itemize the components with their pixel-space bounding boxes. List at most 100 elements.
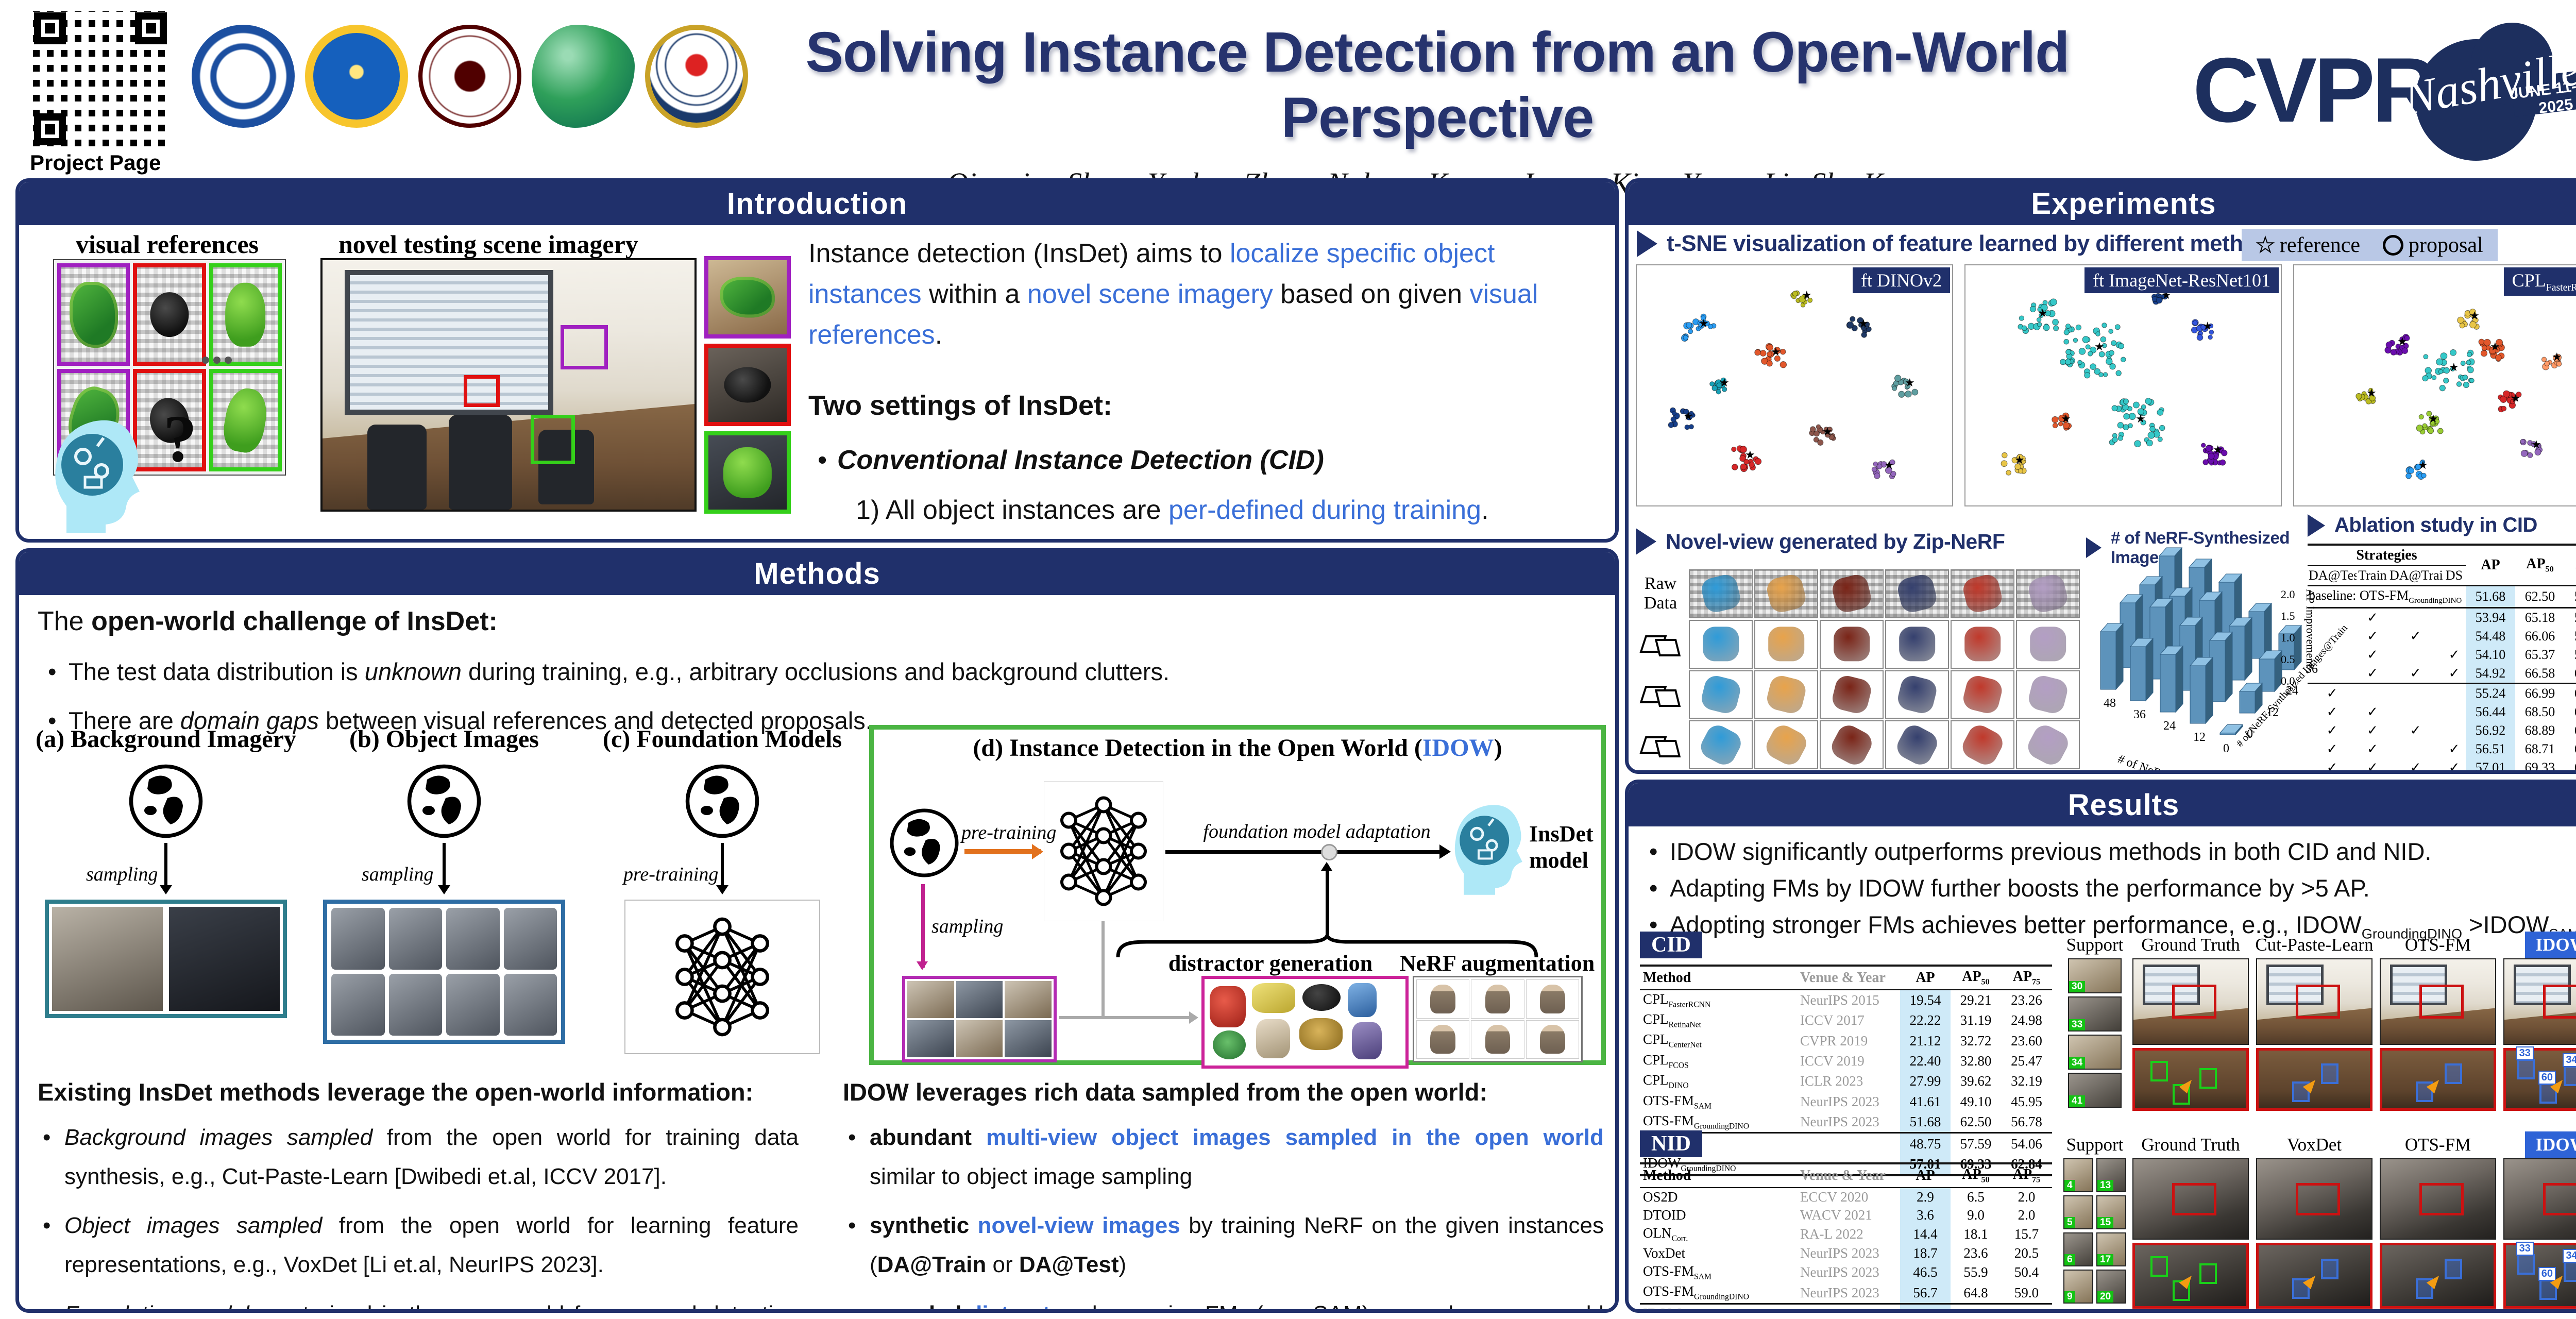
caption-triangle-icon: [1636, 528, 1656, 555]
results-bullet-2: Adapting FMs by IDOW further boosts the …: [1643, 872, 2576, 905]
nerf-rendered-image: [1754, 619, 1818, 669]
svg-text:0.5: 0.5: [2281, 653, 2295, 666]
nerf-rendered-image: [1820, 720, 1884, 769]
pretraining-label-c: pre-training: [623, 864, 719, 885]
gt-box: [2199, 1068, 2217, 1089]
gt-box: [2173, 1280, 2191, 1301]
nerf-rendered-image: [1885, 720, 1949, 769]
tsne-plot-dinov2: ★ ★ ★ ★ ★ ★ ★ ★ ★ ★ ft DINOv2: [1636, 264, 1953, 506]
method-row: CPLFasterRCNN NeurIPS 2015 19.54 29.21 23.26: [1640, 989, 2052, 1010]
poster-title: Solving Instance Detection from an Open-…: [805, 21, 2070, 149]
introduction-text: Instance detection (InsDet) aims to loca…: [808, 233, 1606, 539]
visual-references-label: visual references: [76, 230, 259, 259]
score-chip: 33: [2516, 1046, 2534, 1060]
svg-text:2.0: 2.0: [2281, 588, 2295, 601]
strip-column-support: Support 4 13 5 15 6 17 9 20: [2063, 1131, 2126, 1309]
mouse-image: [150, 292, 189, 337]
method-row: DTOID WACV 2021 3.6 9.0 2.0: [1640, 1206, 2052, 1224]
svg-text:★: ★: [2511, 392, 2521, 404]
nerf-rendered-image: [2016, 619, 2080, 669]
nid-qualitative-strip: Support 4 13 5 15 6 17 9 20 Ground Truth VoxDet OTS…: [2063, 1131, 2576, 1309]
scene-image: [2256, 1158, 2372, 1240]
detection-box: [2517, 1254, 2535, 1275]
svg-text:24: 24: [2286, 684, 2298, 698]
nid-results-table: Method Venue & Year AP AP50 AP75 OS2D ECCV 202…: [1640, 1162, 2052, 1309]
challenge-heading: The open-world challenge of InsDet:: [38, 606, 498, 636]
novelview-caption: Novel-view generated by Zip-NeRF: [1666, 529, 2005, 553]
university-logos: [192, 25, 748, 128]
svg-text:★: ★: [2366, 386, 2377, 399]
pretraining-arrow-icon: [716, 843, 728, 894]
strip-label: OTS-FM: [2404, 935, 2471, 955]
chair-graphic: [538, 430, 595, 505]
strip-label: VoxDet: [2286, 1135, 2342, 1155]
caption-triangle-icon: [2308, 514, 2325, 537]
svg-text:★: ★: [2449, 361, 2459, 374]
svg-text:★: ★: [2428, 412, 2438, 425]
methods-diagram: (a) Background Imagery sampling (b) Obje…: [19, 725, 1615, 1069]
panel-b-label: (b) Object Images: [349, 725, 539, 753]
detection-box: [2517, 1058, 2535, 1079]
method-row: OTS-FMGroundingDINO NeurIPS 2023 51.68 62.5…: [1640, 1111, 2052, 1133]
adaptation-arrow-icon: [1165, 844, 1451, 859]
zoomed-crop: 33 34 60: [2503, 1046, 2576, 1111]
chair-graphic: [449, 415, 513, 510]
svg-text:★: ★: [2418, 459, 2428, 471]
svg-text:★: ★: [2397, 335, 2408, 348]
camera-pose-icon: [1634, 720, 1687, 769]
panel-c-label: (c) Foundation Models: [602, 725, 842, 753]
method-row: OS2D ECCV 2020 2.9 6.5 2.0: [1640, 1187, 2052, 1206]
zoom-region-box: [2296, 985, 2340, 1019]
support-images: 4 13 5 15 6 17 9 20: [2063, 1158, 2126, 1304]
distractor-object: [1352, 1022, 1382, 1059]
svg-text:1.5: 1.5: [2281, 610, 2295, 622]
method-row: OTS-FMGroundingDINO NeurIPS 2023 56.7 64.8 5…: [1640, 1282, 2052, 1304]
methods-header: Methods: [19, 552, 1615, 595]
visual-references-figure: [53, 259, 286, 476]
plush-toy-image: [225, 282, 266, 347]
qr-code[interactable]: [31, 9, 170, 148]
sampling-label-d: sampling: [931, 916, 1004, 937]
zoomed-crop: 33 34 60: [2503, 1241, 2576, 1309]
detection-box: [2444, 1258, 2462, 1279]
diagram-panel-c: (c) Foundation Models pre-training: [583, 725, 861, 1054]
raw-capture-image: [1689, 569, 1753, 618]
settings-heading: Two settings of InsDet:: [808, 390, 1112, 421]
svg-text:★: ★: [1683, 410, 1693, 422]
idow-heading: IDOW leverages rich data sampled from th…: [843, 1078, 1487, 1106]
sampling-label-b: sampling: [362, 864, 434, 885]
reference-star-icon: [2256, 233, 2275, 258]
connector-arrow: [1059, 1011, 1198, 1024]
detection-box: [2320, 1063, 2338, 1084]
strip-label: IDOW: [2525, 932, 2576, 958]
challenge-bullet-2: There are domain gaps between visual ref…: [38, 703, 1594, 738]
neural-network-icon: [1052, 789, 1155, 913]
results-bullet-1: IDOW significantly outperforms previous …: [1643, 836, 2576, 868]
existing-heading: Existing InsDet methods leverage the ope…: [38, 1078, 754, 1106]
svg-text:★: ★: [2490, 340, 2500, 353]
svg-text:0.0: 0.0: [2281, 674, 2295, 687]
svg-text:★: ★: [2213, 443, 2223, 456]
strip-label: OTS-FM: [2404, 1135, 2471, 1155]
camera-pose-icon: [1634, 670, 1687, 719]
background-images: [45, 900, 287, 1018]
distractor-object: [1302, 984, 1341, 1011]
raw-data-label: Raw Data: [1643, 574, 1677, 613]
uc-irvine-logo-icon: [305, 25, 408, 128]
existing-bullet-2: Object images sampled from the open worl…: [38, 1206, 799, 1284]
svg-text:★: ★: [2202, 319, 2213, 332]
results-panel: Results IDOW significantly outperforms p…: [1625, 780, 2576, 1313]
diagram-panel-b: (b) Object Images sampling: [310, 725, 578, 1044]
strip-column-support: Support 30 33 34 41: [2064, 932, 2125, 1111]
ai-model-head-icon: [44, 409, 147, 537]
distractor-object: [1213, 1030, 1246, 1059]
score-chip: 60: [2538, 1070, 2556, 1085]
foundation-model-network: [624, 900, 820, 1054]
